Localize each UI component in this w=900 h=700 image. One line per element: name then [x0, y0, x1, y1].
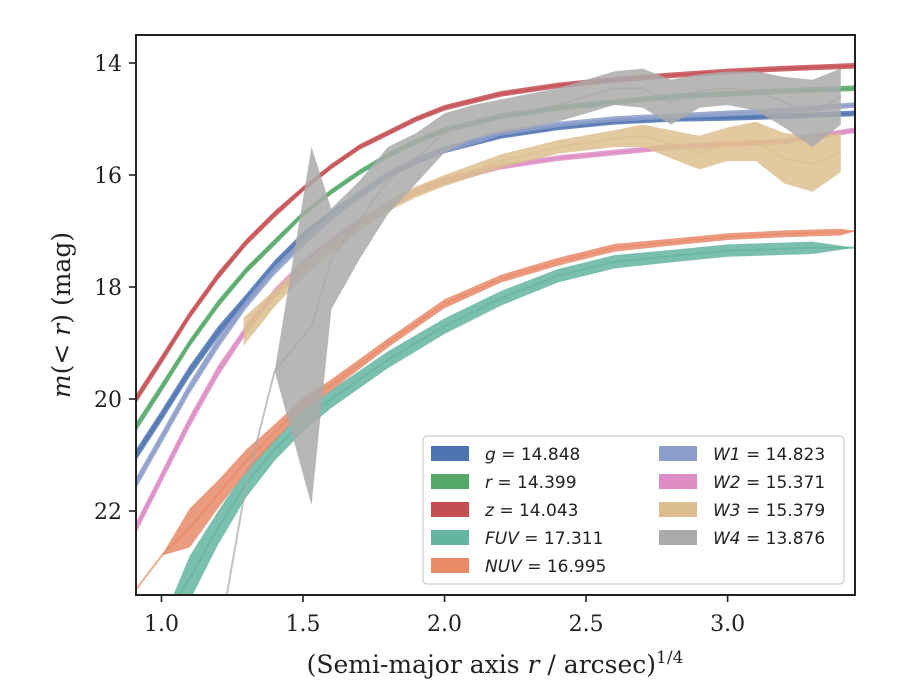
legend-swatch-w3 [659, 502, 697, 517]
legend-label-fuv: FUV = 17.311 [485, 529, 603, 549]
series-w4-line [225, 87, 842, 595]
legend-swatch-w1 [659, 446, 697, 461]
x-axis-label: (Semi-major axis r / arcsec)1/4 [307, 648, 684, 679]
legend-item-g: g = 14.848 [431, 445, 580, 465]
series-w4 [225, 68, 842, 595]
legend-swatch-z [431, 502, 469, 517]
series-nuv [136, 228, 855, 591]
x-axis-ticks: 1.0 1.5 2.0 2.5 3.0 [144, 595, 745, 637]
series-nuv-line [136, 230, 855, 591]
x-tick-label: 3.0 [710, 612, 745, 637]
series-z-line [136, 64, 855, 400]
legend-label-g: g = 14.848 [485, 445, 580, 465]
legend-item-r: r = 14.399 [431, 473, 577, 493]
y-tick-label: 18 [94, 276, 122, 301]
legend-item-w3: W3 = 15.379 [659, 501, 825, 521]
series-w3-band [243, 121, 841, 346]
legend-label-nuv: NUV = 16.995 [485, 557, 606, 577]
x-tick-label: 1.0 [144, 612, 179, 637]
legend-label-r: r = 14.399 [485, 473, 577, 493]
plot-frame [135, 34, 856, 596]
legend-item-z: z = 14.043 [431, 501, 578, 521]
legend-item-w2: W2 = 15.371 [659, 473, 825, 493]
legend-label-z: z = 14.043 [484, 501, 578, 521]
legend-label-w1: W1 = 14.823 [713, 445, 825, 465]
series-layer [136, 63, 855, 595]
series-z [136, 63, 855, 404]
x-tick-label: 2.5 [569, 612, 604, 637]
legend-swatch-g [431, 446, 469, 461]
y-axis-label: m(< r) (mag) [47, 232, 76, 398]
legend: g = 14.848 r = 14.399 z = 14.043 FUV = 17.3… [422, 435, 845, 585]
legend-swatch-w2 [659, 474, 697, 489]
x-tick-label: 1.5 [286, 612, 321, 637]
legend-item-w1: W1 = 14.823 [659, 445, 825, 465]
legend-item-w4: W4 = 13.876 [659, 529, 825, 549]
series-w4-band [226, 68, 841, 595]
y-tick-label: 22 [94, 500, 122, 525]
series-fuv-line [178, 246, 855, 595]
legend-box [422, 435, 845, 585]
legend-item-fuv: FUV = 17.311 [431, 529, 603, 549]
legend-swatch-r [431, 474, 469, 489]
y-tick-label: 14 [94, 52, 122, 77]
y-tick-label: 16 [94, 164, 122, 189]
legend-items: g = 14.848 r = 14.399 z = 14.043 FUV = 17.3… [431, 445, 825, 577]
legend-label-w3: W3 = 15.379 [713, 501, 825, 521]
legend-label-w2: W2 = 15.371 [713, 473, 825, 493]
legend-item-nuv: NUV = 16.995 [431, 557, 606, 577]
y-axis-ticks: 14 16 18 20 22 [94, 52, 136, 525]
y-tick-label: 20 [94, 388, 122, 413]
legend-swatch-w4 [659, 530, 697, 545]
legend-swatch-nuv [431, 558, 469, 573]
legend-label-w4: W4 = 13.876 [713, 529, 825, 549]
legend-swatch-fuv [431, 530, 469, 545]
x-tick-label: 2.0 [427, 612, 462, 637]
